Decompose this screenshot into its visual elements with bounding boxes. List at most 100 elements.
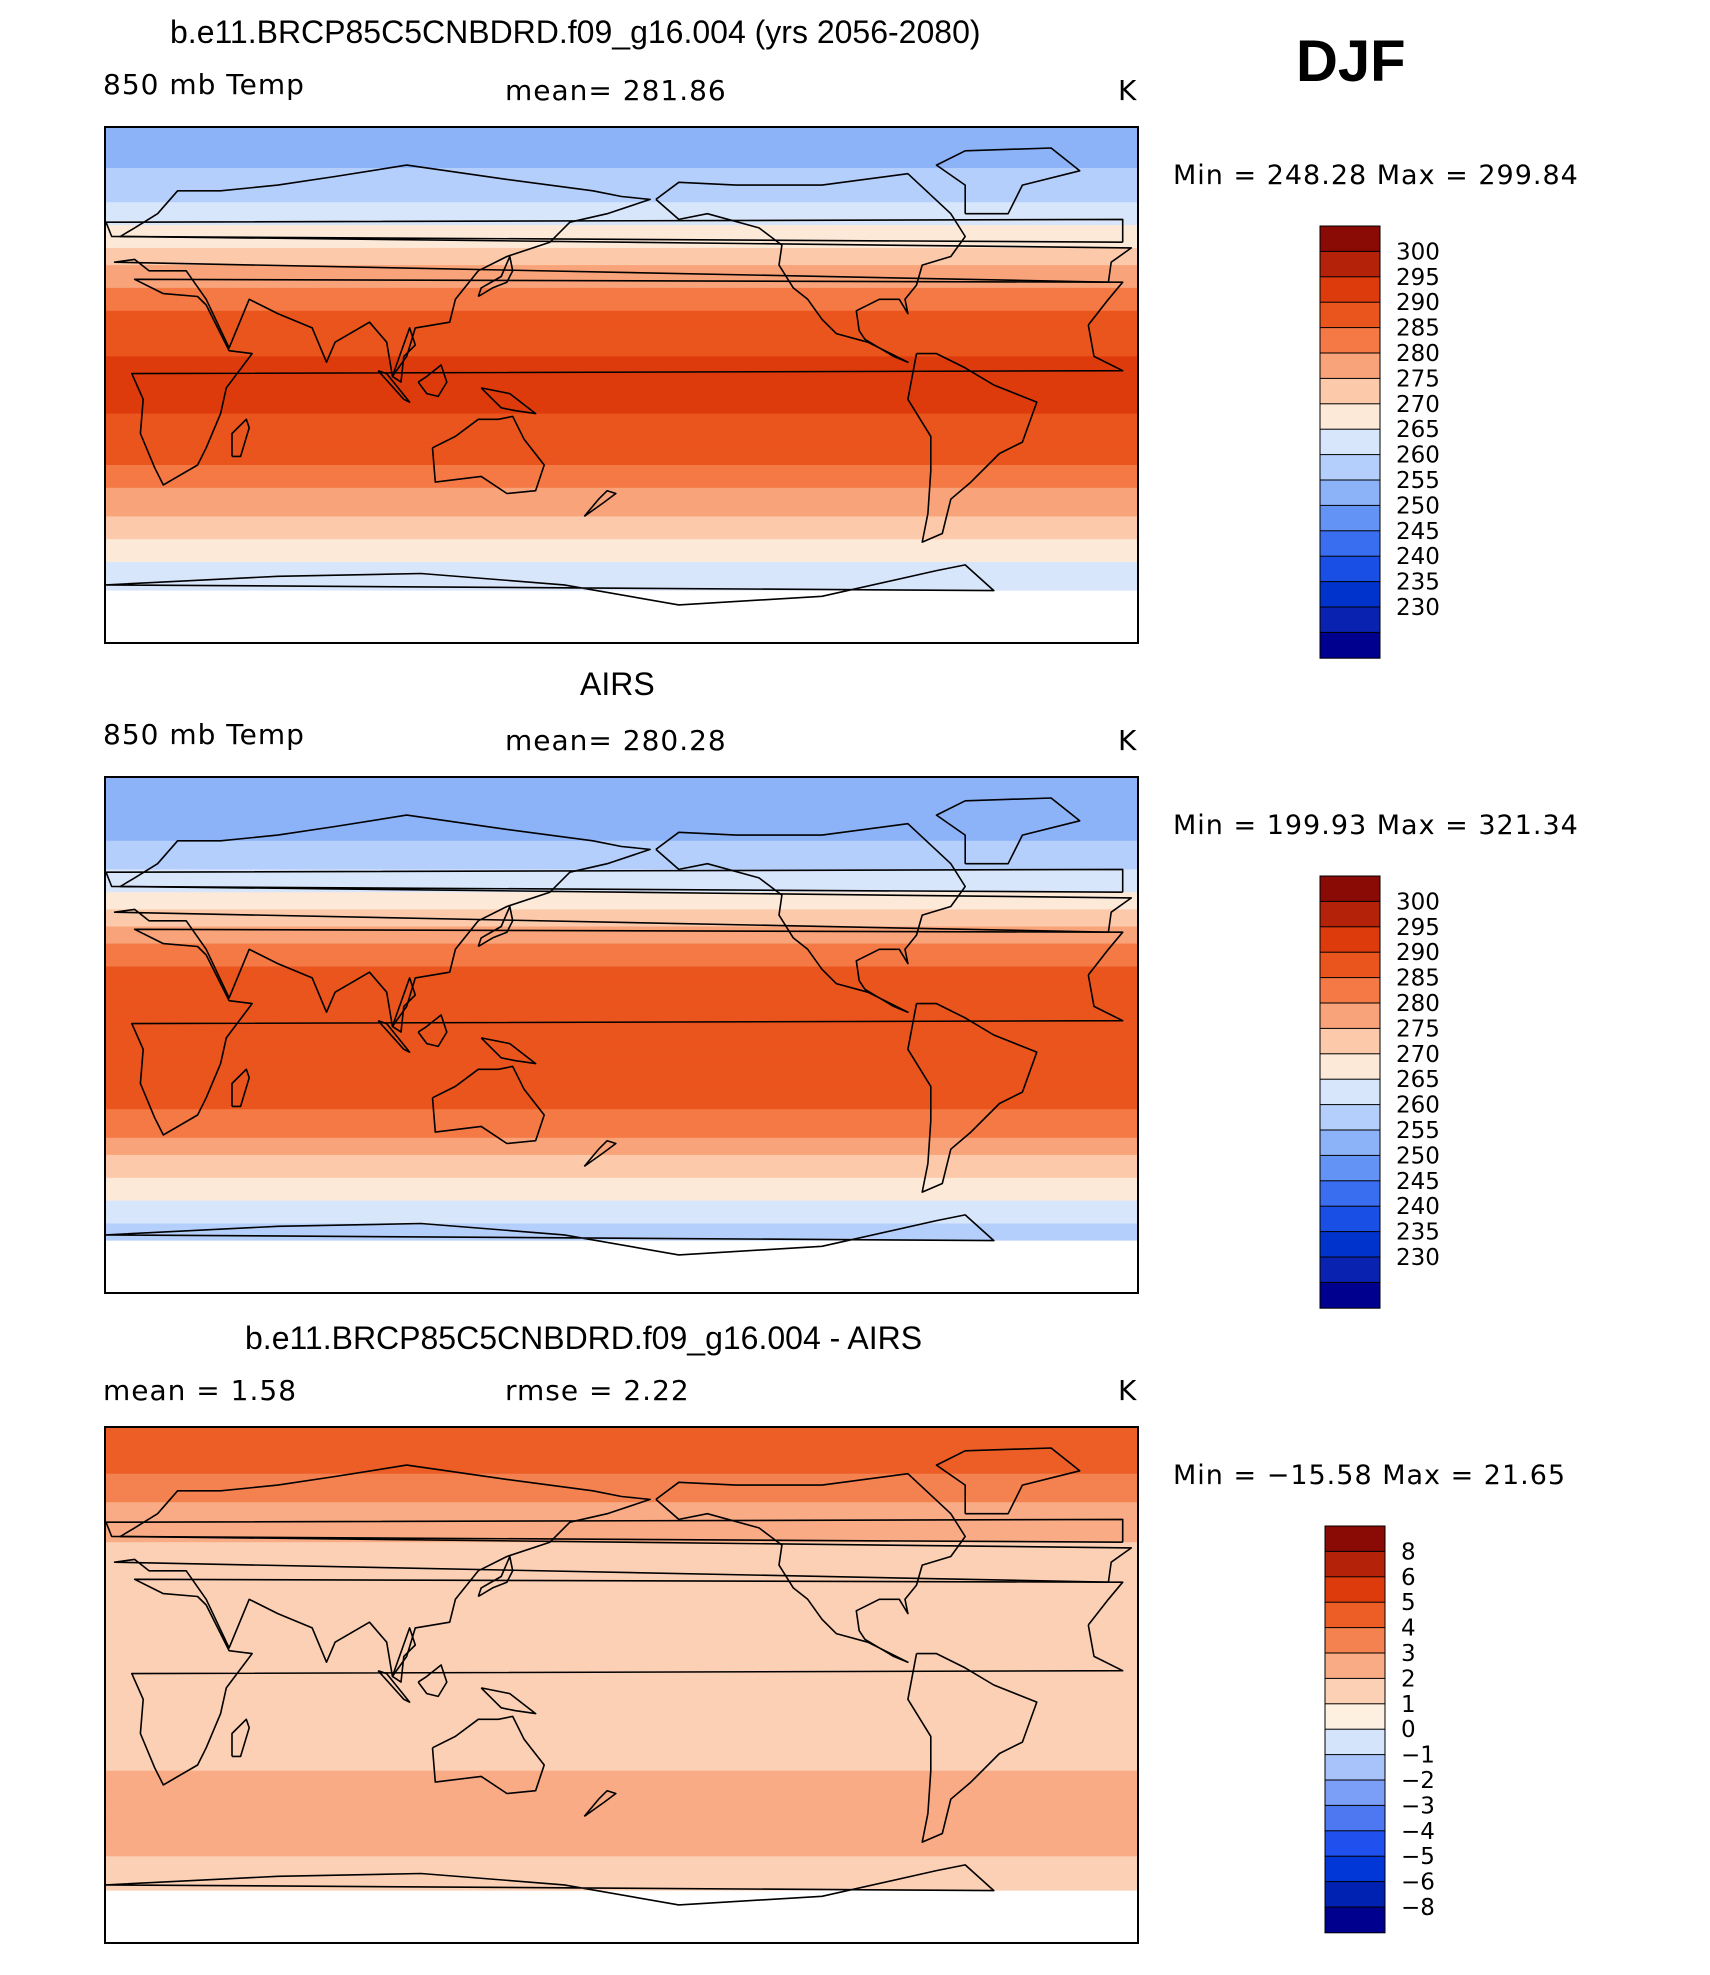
colorbar-box xyxy=(1319,530,1381,558)
colorbar-label: −8 xyxy=(1401,1895,1435,1921)
panel-2-mean-label: mean= 280.28 xyxy=(505,724,727,757)
coastline-south-america xyxy=(907,1002,1038,1193)
coastline-africa xyxy=(130,928,1124,1136)
panel-2-colorbar: 300 295 290 285 280 275 270 265 260 255 250 245 240 2… xyxy=(1319,875,1470,1309)
colorbar-box xyxy=(1319,479,1381,507)
colorbar-box xyxy=(1319,926,1381,954)
colorbar-label: 0 xyxy=(1401,1717,1416,1743)
panel-1-units-label: K xyxy=(1118,74,1138,107)
coastline-japan xyxy=(477,255,514,298)
colorbar-label: 240 xyxy=(1396,1194,1440,1220)
colorbar-label: 300 xyxy=(1396,239,1440,265)
panel-1-field xyxy=(106,128,1137,642)
coastline-greenland xyxy=(935,1447,1081,1515)
coastline-india-indochina xyxy=(391,977,417,1033)
colorbar-box xyxy=(1319,1078,1381,1106)
panel-2-colorbar-boxes xyxy=(1319,875,1381,1309)
colorbar-box xyxy=(1319,875,1381,903)
panel-2-colorbar-labels: 3002952902852802752702652602552502452402… xyxy=(1396,889,1440,1271)
colorbar-label: 275 xyxy=(1396,366,1440,392)
colorbar-label: 290 xyxy=(1396,940,1440,966)
panel-2-title: AIRS xyxy=(580,666,655,702)
colorbar-box xyxy=(1319,352,1381,380)
colorbar-box xyxy=(1324,1830,1386,1858)
panel-2-units-label: K xyxy=(1118,724,1138,757)
colorbar-label: 295 xyxy=(1396,915,1440,941)
colorbar-label: 250 xyxy=(1396,1143,1440,1169)
panel-3-missing-south xyxy=(106,1890,1137,1942)
coastline-africa xyxy=(130,1578,1124,1786)
colorbar-label: 4 xyxy=(1401,1616,1416,1642)
colorbar-label: 270 xyxy=(1396,392,1440,418)
colorbar-box xyxy=(1324,1779,1386,1807)
coastline-new-zealand xyxy=(583,1789,617,1818)
colorbar-label: 300 xyxy=(1396,889,1440,915)
colorbar-label: 285 xyxy=(1396,966,1440,992)
colorbar-box xyxy=(1324,1906,1386,1934)
colorbar-box xyxy=(1324,1677,1386,1705)
colorbar-box xyxy=(1319,454,1381,481)
colorbar-box xyxy=(1319,631,1381,659)
coastline-madagascar xyxy=(231,418,250,458)
panel-1-variable-label: 850 mb Temp xyxy=(103,68,305,101)
colorbar-box xyxy=(1319,1256,1381,1284)
season-label: DJF xyxy=(1296,29,1406,94)
coastline-south-america xyxy=(907,352,1038,543)
colorbar-box xyxy=(1319,428,1381,456)
coastline-north-america xyxy=(655,1472,967,1663)
coastline-uk xyxy=(106,218,1124,243)
colorbar-label: −3 xyxy=(1401,1793,1435,1819)
colorbar-box xyxy=(1319,1180,1381,1208)
panel-1-colorbar-labels: 3002952902852802752702652602552502452402… xyxy=(1396,239,1440,621)
coastline-australia xyxy=(431,415,546,495)
colorbar-label: −5 xyxy=(1401,1844,1435,1870)
panel-2-colorbar-graphic: 3002952902852802752702652602552502452402… xyxy=(1319,875,1440,1309)
colorbar-label: 290 xyxy=(1396,290,1440,316)
colorbar-box xyxy=(1319,327,1381,354)
coastline-sumatra xyxy=(377,1019,411,1053)
colorbar-box xyxy=(1319,301,1381,329)
colorbar-box xyxy=(1319,1027,1381,1055)
coastline-sumatra xyxy=(377,1669,411,1703)
panel-1-minmax-label: Min = 248.28 Max = 299.84 xyxy=(1173,160,1579,191)
panel-1-map xyxy=(104,126,1139,644)
panel-3-field xyxy=(106,1428,1137,1942)
colorbar-box xyxy=(1324,1855,1386,1883)
coastline-south-america xyxy=(907,1652,1038,1843)
colorbar-box xyxy=(1319,377,1381,405)
colorbar-box xyxy=(1324,1627,1386,1654)
panel-3-rmse-label: rmse = 2.22 xyxy=(505,1374,690,1407)
colorbar-label: −1 xyxy=(1401,1743,1435,1769)
colorbar-box xyxy=(1324,1601,1386,1629)
coastline-new-guinea xyxy=(480,387,537,415)
colorbar-label: 275 xyxy=(1396,1016,1440,1042)
colorbar-label: 1 xyxy=(1401,1692,1416,1718)
coastline-greenland xyxy=(935,147,1081,215)
colorbar-label: 280 xyxy=(1396,991,1440,1017)
coastline-north-america xyxy=(655,822,967,1013)
colorbar-label: 8 xyxy=(1401,1539,1416,1565)
colorbar-box xyxy=(1324,1754,1386,1781)
colorbar-label: 295 xyxy=(1396,265,1440,291)
colorbar-label: 240 xyxy=(1396,544,1440,570)
colorbar-box xyxy=(1319,1129,1381,1157)
coastline-japan xyxy=(477,905,514,948)
colorbar-box xyxy=(1324,1881,1386,1908)
colorbar-box xyxy=(1324,1550,1386,1578)
panel-1-colorbar-graphic: 3002952902852802752702652602552502452402… xyxy=(1319,225,1440,659)
colorbar-box xyxy=(1324,1652,1386,1680)
colorbar-label: 2 xyxy=(1401,1666,1416,1692)
panel-3-map-plot xyxy=(106,1428,1137,1942)
coastline-new-zealand xyxy=(583,1139,617,1168)
coastline-eurasia xyxy=(113,1464,1133,1678)
colorbar-label: 230 xyxy=(1396,595,1440,621)
colorbar-box xyxy=(1319,1053,1381,1081)
panel-1-map-plot xyxy=(106,128,1137,642)
colorbar-label: 270 xyxy=(1396,1042,1440,1068)
colorbar-label: 245 xyxy=(1396,519,1440,545)
colorbar-box xyxy=(1319,250,1381,278)
colorbar-box xyxy=(1319,1002,1381,1030)
colorbar-box xyxy=(1319,1231,1381,1258)
